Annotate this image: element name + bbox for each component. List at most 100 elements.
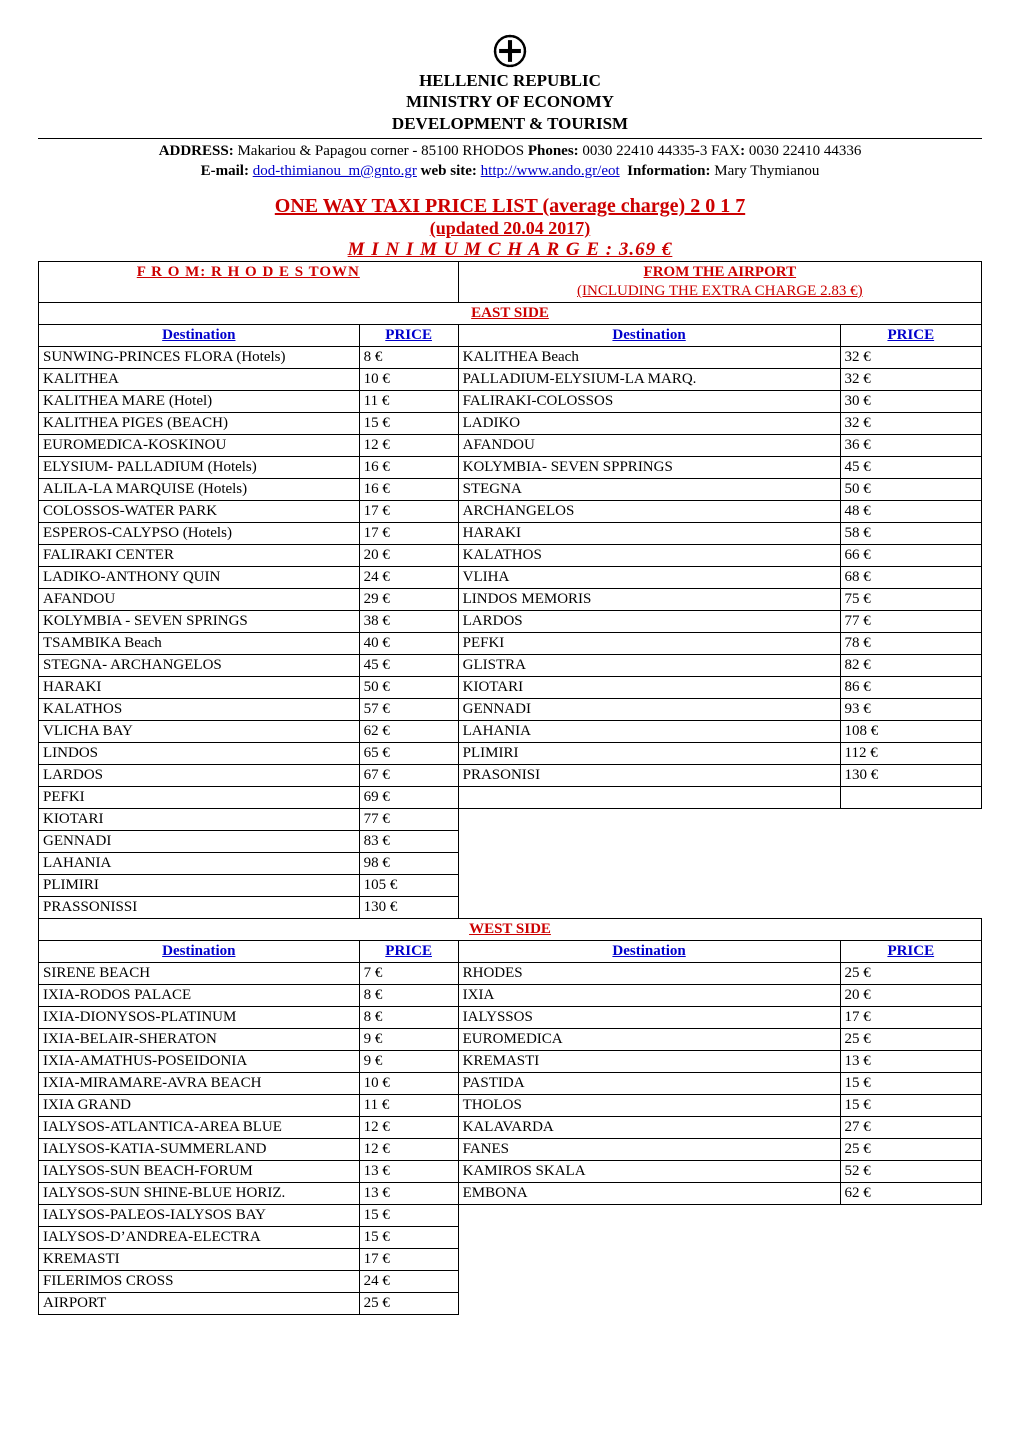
table-cell-price: 25 € — [840, 1028, 981, 1050]
table-cell-dest: KALAVARDA — [458, 1116, 840, 1138]
table-cell-none — [840, 1204, 981, 1226]
table-cell-none — [458, 1248, 840, 1270]
table-cell-none — [840, 1248, 981, 1270]
table-cell-dest: THOLOS — [458, 1094, 840, 1116]
table-cell-dest: EUROMEDICA-KOSKINOU — [39, 434, 360, 456]
col-destination: Destination — [458, 324, 840, 346]
table-cell-price: 98 € — [359, 852, 458, 874]
title-block: ONE WAY TAXI PRICE LIST (average charge)… — [38, 195, 982, 261]
label-info: Information: — [627, 163, 710, 179]
table-cell-dest: KALITHEA PIGES (BEACH) — [39, 412, 360, 434]
table-cell-none — [458, 1292, 840, 1314]
table-cell-price: 11 € — [359, 1094, 458, 1116]
table-cell-dest: KALITHEA — [39, 368, 360, 390]
table-cell-dest: KALATHOS — [39, 698, 360, 720]
table-cell-none — [840, 808, 981, 830]
header-airport: FROM THE AIRPORT(INCLUDING THE EXTRA CHA… — [458, 262, 981, 303]
table-cell-dest: KIOTARI — [458, 676, 840, 698]
table-cell-price: 13 € — [359, 1160, 458, 1182]
table-cell-dest: FILERIMOS CROSS — [39, 1270, 360, 1292]
table-cell-price: 9 € — [359, 1050, 458, 1072]
table-cell-price: 25 € — [840, 1138, 981, 1160]
table-cell-price: 130 € — [840, 764, 981, 786]
table-cell-dest: IXIA — [458, 984, 840, 1006]
table-cell-price: 16 € — [359, 456, 458, 478]
table-cell-none — [840, 1226, 981, 1248]
table-cell-price: 108 € — [840, 720, 981, 742]
email-link[interactable]: dod-thimianou_m@gnto.gr — [253, 163, 417, 179]
table-cell-dest: STEGNA — [458, 478, 840, 500]
ministry-line-2: MINISTRY OF ECONOMY — [38, 91, 982, 112]
header-divider — [38, 138, 982, 139]
header-from: F R O M: R H O D E S TOWN — [39, 262, 459, 303]
table-cell-dest: IXIA GRAND — [39, 1094, 360, 1116]
table-cell-price: 50 € — [840, 478, 981, 500]
table-cell-price: 8 € — [359, 1006, 458, 1028]
table-cell-dest: IALYSOS-ATLANTICA-AREA BLUE — [39, 1116, 360, 1138]
table-cell-dest: VLICHA BAY — [39, 720, 360, 742]
table-cell-price: 32 € — [840, 368, 981, 390]
table-cell-dest: ALILA-LA MARQUISE (Hotels) — [39, 478, 360, 500]
table-cell-dest: SIRENE BEACH — [39, 962, 360, 984]
website-link[interactable]: http://www.ando.gr/eot — [481, 163, 620, 179]
table-cell-price: 17 € — [359, 522, 458, 544]
table-cell-none — [458, 1226, 840, 1248]
table-cell-dest: PEFKI — [39, 786, 360, 808]
table-cell-none — [458, 1204, 840, 1226]
table-cell-dest: PEFKI — [458, 632, 840, 654]
table-cell-price: 20 € — [840, 984, 981, 1006]
table-cell-price: 45 € — [840, 456, 981, 478]
emblem-icon — [493, 34, 527, 68]
table-cell-dest: AIRPORT — [39, 1292, 360, 1314]
table-cell-dest: FALIRAKI-COLOSSOS — [458, 390, 840, 412]
table-cell-price: 48 € — [840, 500, 981, 522]
table-cell-price: 15 € — [359, 1204, 458, 1226]
table-cell-none — [840, 1292, 981, 1314]
address-block: ADDRESS: Makariou & Papagou corner - 851… — [38, 141, 982, 182]
table-cell-price: 40 € — [359, 632, 458, 654]
table-cell-dest: IALYSOS-SUN BEACH-FORUM — [39, 1160, 360, 1182]
table-cell-price: 83 € — [359, 830, 458, 852]
table-cell-price: 10 € — [359, 1072, 458, 1094]
table-cell-price: 17 € — [359, 1248, 458, 1270]
table-cell-dest: SUNWING-PRINCES FLORA (Hotels) — [39, 346, 360, 368]
table-cell-empty — [458, 786, 840, 808]
table-cell-dest: PLIMIRI — [458, 742, 840, 764]
table-cell-price: 15 € — [840, 1072, 981, 1094]
table-cell-dest: KREMASTI — [39, 1248, 360, 1270]
table-cell-dest: LARDOS — [458, 610, 840, 632]
table-cell-none — [458, 1270, 840, 1292]
title-sub: (updated 20.04 2017) — [38, 218, 982, 239]
label-phones: Phones: — [528, 143, 579, 159]
table-cell-none — [840, 896, 981, 918]
table-cell-price: 62 € — [359, 720, 458, 742]
ministry-line-3: DEVELOPMENT & TOURISM — [38, 113, 982, 134]
info-text: Mary Thymianou — [711, 163, 820, 179]
table-cell-dest: PLIMIRI — [39, 874, 360, 896]
table-cell-price: 86 € — [840, 676, 981, 698]
col-price: PRICE — [840, 324, 981, 346]
table-cell-price: 50 € — [359, 676, 458, 698]
table-cell-dest: VLIHA — [458, 566, 840, 588]
table-cell-none — [458, 896, 840, 918]
table-cell-price: 78 € — [840, 632, 981, 654]
title-main: ONE WAY TAXI PRICE LIST (average charge)… — [38, 195, 982, 218]
table-cell-dest: EUROMEDICA — [458, 1028, 840, 1050]
table-cell-dest: IXIA-RODOS PALACE — [39, 984, 360, 1006]
table-cell-price: 65 € — [359, 742, 458, 764]
col-destination: Destination — [39, 940, 360, 962]
table-cell-none — [840, 830, 981, 852]
table-cell-dest: IALYSOS-SUN SHINE-BLUE HORIZ. — [39, 1182, 360, 1204]
table-cell-dest: IXIA-AMATHUS-POSEIDONIA — [39, 1050, 360, 1072]
table-cell-dest: GENNADI — [458, 698, 840, 720]
table-cell-price: 105 € — [359, 874, 458, 896]
table-cell-price: 20 € — [359, 544, 458, 566]
table-cell-price: 68 € — [840, 566, 981, 588]
table-cell-price: 11 € — [359, 390, 458, 412]
table-cell-dest: LINDOS MEMORIS — [458, 588, 840, 610]
table-cell-dest: PASTIDA — [458, 1072, 840, 1094]
table-cell-price: 25 € — [359, 1292, 458, 1314]
table-cell-dest: IXIA-MIRAMARE-AVRA BEACH — [39, 1072, 360, 1094]
table-cell-price: 27 € — [840, 1116, 981, 1138]
col-price: PRICE — [359, 324, 458, 346]
